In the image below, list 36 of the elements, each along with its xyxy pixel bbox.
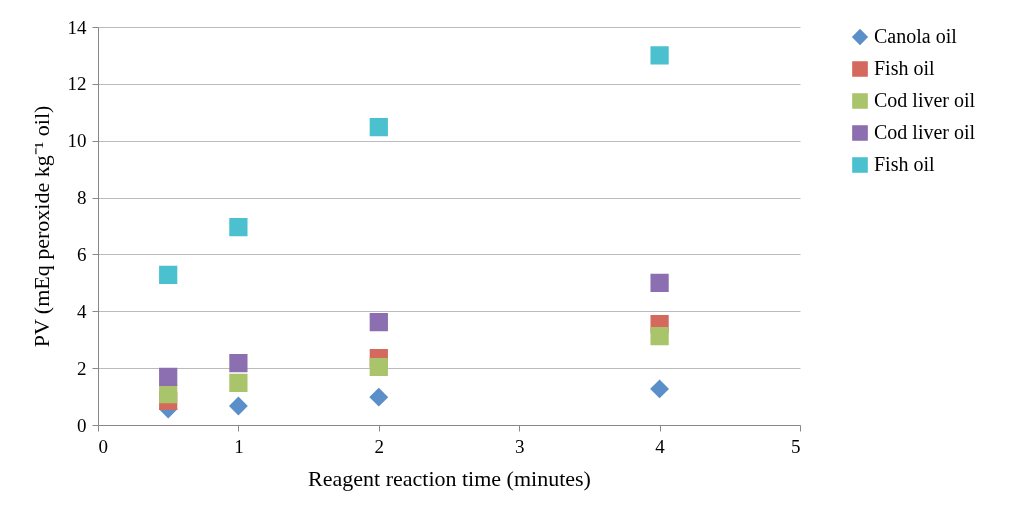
point xyxy=(369,117,388,137)
point xyxy=(650,273,669,292)
point xyxy=(159,265,178,285)
y-tick-label: 2 xyxy=(77,357,87,379)
point xyxy=(650,326,669,346)
y-tick-label: 4 xyxy=(77,300,87,322)
point xyxy=(369,312,388,332)
point xyxy=(159,384,178,404)
x-tick-label: 4 xyxy=(655,435,666,457)
point xyxy=(369,357,388,377)
point xyxy=(229,373,248,393)
x-axis-title: Reagent reaction time (minutes) xyxy=(308,465,591,491)
x-tick-label: 5 xyxy=(791,435,801,457)
x-tick-label: 2 xyxy=(374,435,385,457)
x-tick-label: 1 xyxy=(234,435,244,457)
point xyxy=(369,388,388,407)
y-axis-title: PV (mEq peroxide kg⁻¹ oil) xyxy=(28,105,54,348)
x-tick-label: 0 xyxy=(98,435,108,457)
point xyxy=(650,46,669,65)
y-tick-label: 10 xyxy=(67,130,87,152)
point xyxy=(229,396,248,416)
point xyxy=(650,379,669,399)
legend-label: Fish oil xyxy=(874,57,936,79)
y-tick-label: 14 xyxy=(67,16,87,38)
point xyxy=(229,353,248,373)
point xyxy=(229,218,248,237)
legend-label: Canola oil xyxy=(874,25,958,47)
y-tick-label: 8 xyxy=(77,187,87,209)
legend-label: Fish oil xyxy=(874,153,936,175)
y-tick-label: 12 xyxy=(67,73,87,95)
point xyxy=(159,367,178,387)
legend-label: Cod liver oil xyxy=(874,121,976,143)
y-tick-label: 6 xyxy=(77,243,87,265)
y-tick-label: 0 xyxy=(77,414,87,436)
x-tick-label: 3 xyxy=(514,435,525,457)
legend-label: Cod liver oil xyxy=(874,89,976,111)
